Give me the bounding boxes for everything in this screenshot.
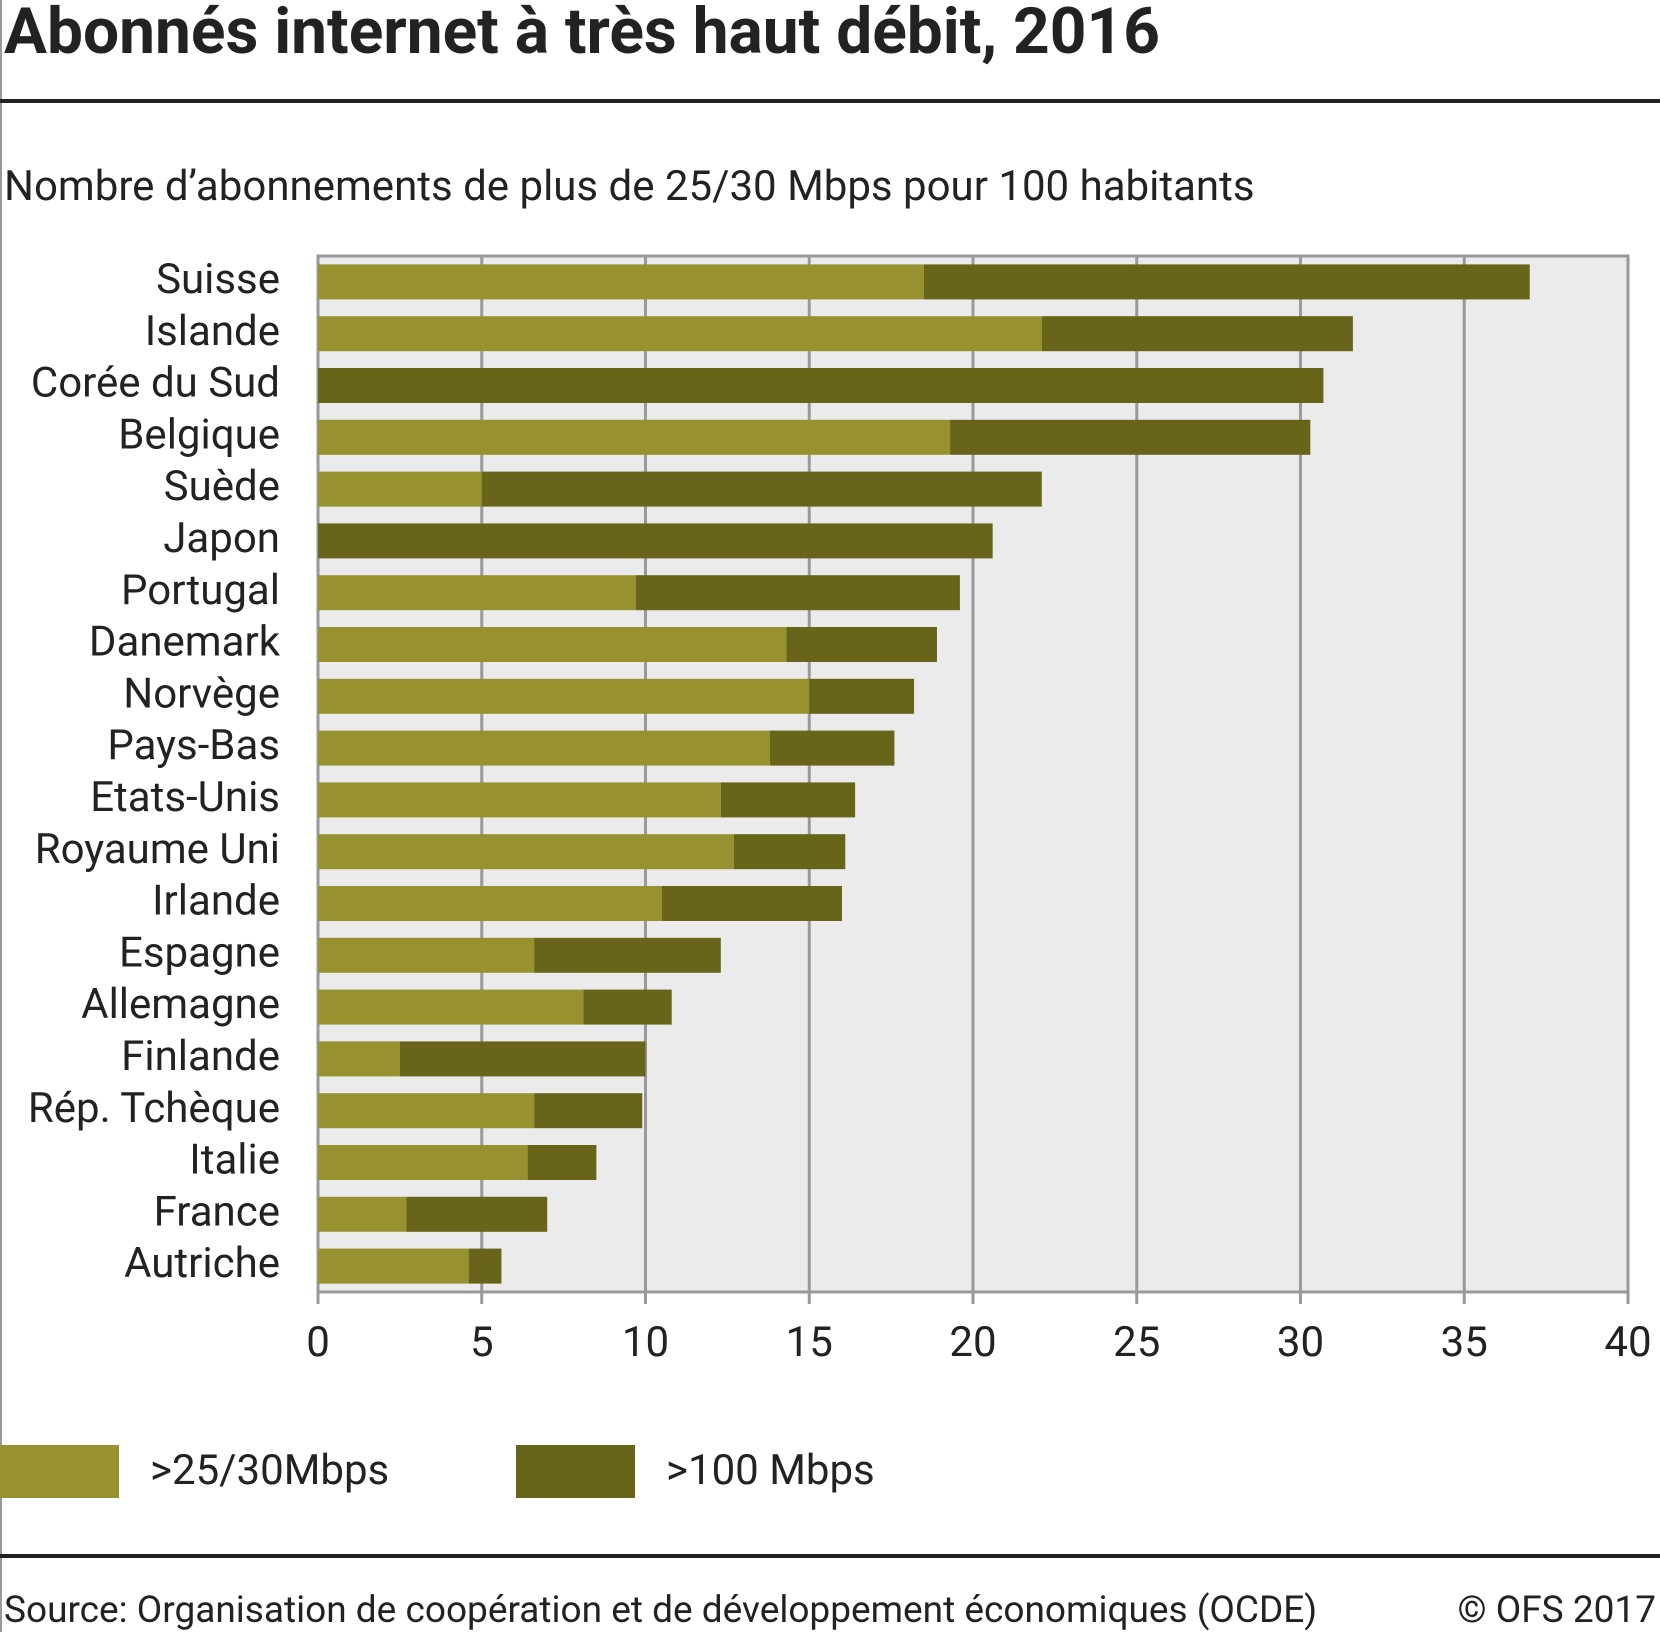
y-tick-label: Japon (163, 514, 280, 563)
bar-segment (809, 678, 915, 714)
bar-segment (318, 678, 810, 714)
legend-swatch (0, 1445, 119, 1498)
y-tick-label: Royaume Uni (35, 825, 280, 874)
x-tick-label: 35 (1441, 1318, 1488, 1367)
bar-segment (720, 782, 856, 818)
x-tick-label: 20 (949, 1318, 996, 1367)
bar-segment (318, 989, 584, 1025)
y-tick-label: Etats-Unis (90, 773, 280, 822)
bar-segment (786, 627, 937, 662)
bar-segment (318, 575, 636, 611)
bar-segment (318, 264, 924, 300)
bar-segment (318, 886, 662, 921)
y-tick-label: Espagne (119, 928, 280, 977)
x-tick-label: 40 (1604, 1318, 1651, 1367)
bar-segment (534, 937, 721, 973)
bar-segment (527, 1145, 597, 1180)
bar-segment (769, 730, 895, 766)
bar-segment (399, 1041, 646, 1077)
y-tick-label: Allemagne (81, 980, 280, 1029)
bar-segment (318, 368, 1324, 403)
bar-segment (950, 419, 1311, 455)
bar-segment (318, 730, 770, 766)
y-tick-label: Rép. Tchèque (28, 1084, 280, 1133)
legend-label: >25/30Mbps (150, 1446, 389, 1495)
x-tick-label: 25 (1113, 1318, 1160, 1367)
bar-segment (318, 1093, 535, 1129)
y-tick-label: Italie (189, 1136, 280, 1185)
bar-segment (583, 989, 672, 1025)
x-tick-label: 30 (1277, 1318, 1324, 1367)
bar-segment (923, 264, 1530, 300)
y-tick-label: Islande (145, 307, 280, 356)
bar-segment (318, 1196, 407, 1232)
bar-segment (406, 1196, 548, 1232)
bar-segment (481, 471, 1042, 507)
y-tick-label: Danemark (89, 618, 281, 667)
bar-segment (318, 782, 721, 818)
y-tick-label: Pays-Bas (107, 721, 280, 770)
y-tick-label: Finlande (121, 1032, 280, 1081)
bar-segment (318, 471, 482, 507)
bar-segment (318, 523, 993, 559)
bar-segment (318, 1248, 469, 1284)
x-tick-label: 0 (306, 1318, 330, 1367)
y-tick-label: Irlande (152, 877, 280, 926)
y-tick-label: Corée du Sud (31, 359, 280, 408)
chart-subtitle: Nombre d’abonnements de plus de 25/30 Mb… (4, 162, 1255, 211)
bar-segment (318, 1145, 528, 1180)
bar-segment (318, 316, 1042, 352)
y-tick-label: Suède (164, 462, 280, 511)
bar-segment (635, 575, 960, 611)
y-tick-label: Belgique (118, 410, 280, 459)
bar-segment (318, 834, 734, 870)
bar-segment (1041, 316, 1353, 352)
bar-segment (733, 834, 846, 870)
chart-title: Abonnés internet à très haut débit, 2016 (4, 0, 1160, 69)
bar-segment (318, 937, 535, 973)
y-tick-label: France (154, 1187, 280, 1236)
bar-segment (318, 419, 951, 455)
y-tick-label: Norvège (123, 669, 280, 718)
x-tick-label: 5 (470, 1318, 494, 1367)
x-tick-label: 15 (786, 1318, 833, 1367)
y-tick-label: Portugal (121, 566, 280, 615)
y-tick-label: Autriche (124, 1239, 280, 1288)
legend-label: >100 Mbps (666, 1446, 875, 1495)
x-tick-label: 10 (622, 1318, 669, 1367)
bar-segment (661, 886, 842, 921)
bar-segment (468, 1248, 502, 1284)
bar-segment (318, 1041, 400, 1077)
y-tick-label: Suisse (156, 255, 280, 304)
copyright: © OFS 2017 (1458, 1589, 1656, 1632)
bar-segment (534, 1093, 643, 1129)
legend-swatch (516, 1445, 635, 1498)
source: Source: Organisation de coopération et d… (4, 1589, 1317, 1632)
bar-segment (318, 627, 787, 662)
